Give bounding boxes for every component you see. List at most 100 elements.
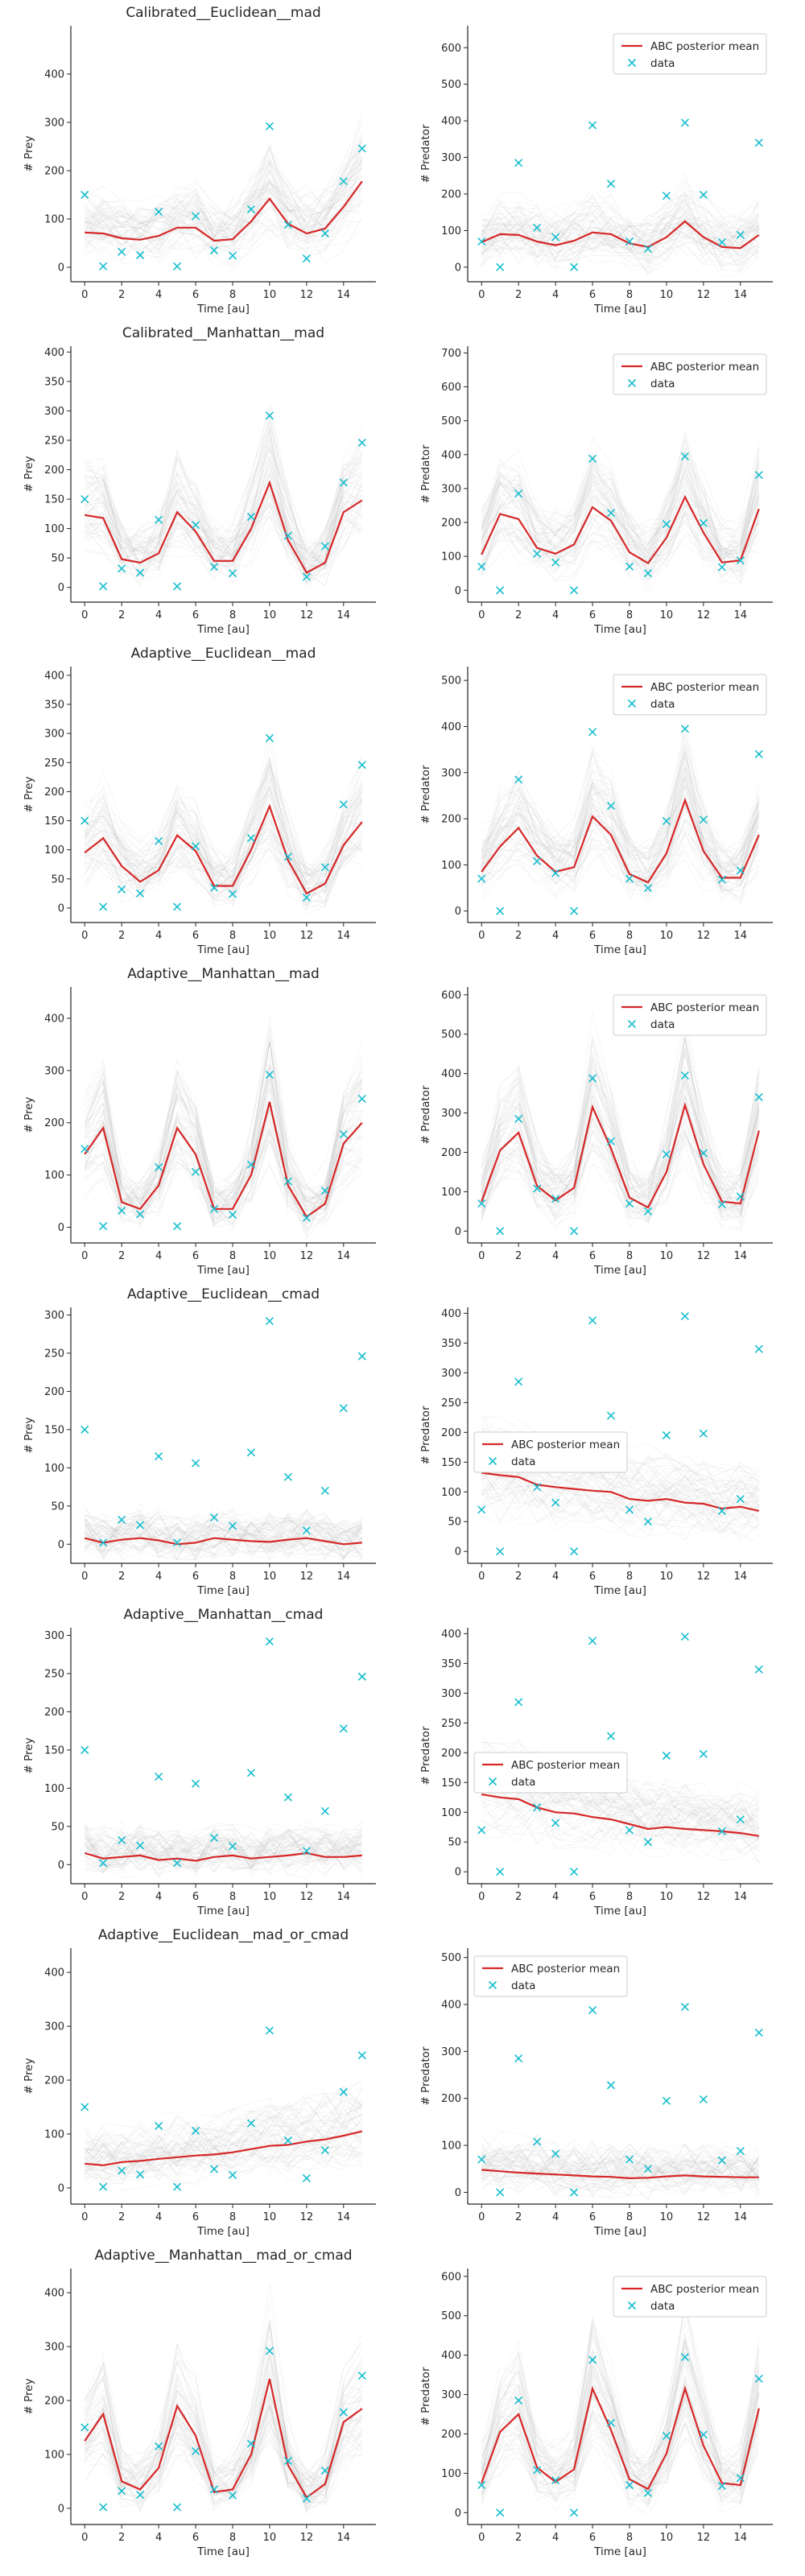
- sample-trace: [85, 141, 363, 237]
- sample-trace: [84, 494, 363, 580]
- sample-trace: [481, 1775, 759, 1840]
- sample-trace: [84, 2107, 363, 2170]
- sample-trace: [85, 2083, 362, 2150]
- sample-trace: [481, 195, 759, 258]
- sample-trace: [481, 222, 759, 271]
- sample-trace: [84, 2320, 363, 2500]
- x-tick-label: 6: [589, 2532, 596, 2544]
- sample-trace: [481, 172, 759, 250]
- data-point: [606, 1137, 616, 1146]
- legend: ABC posterior mean data: [613, 353, 767, 395]
- legend-frame: [613, 353, 767, 395]
- data-point: [643, 1838, 653, 1847]
- y-tick-label: 200: [441, 1748, 461, 1760]
- sample-trace: [481, 220, 760, 266]
- y-tick-label: 150: [441, 1777, 461, 1790]
- sample-trace: [481, 482, 760, 566]
- posterior-samples: [84, 2283, 363, 2514]
- sample-trace: [481, 225, 759, 266]
- x-tick-label: 2: [118, 2211, 125, 2223]
- sample-trace: [84, 2401, 362, 2511]
- sample-trace: [481, 1443, 759, 1519]
- y-tick-label: 200: [441, 188, 461, 200]
- sample-trace: [84, 2079, 363, 2160]
- sample-trace: [84, 765, 362, 898]
- data-points: [80, 2347, 366, 2512]
- posterior-samples: [481, 1730, 760, 1864]
- sample-trace: [84, 2411, 363, 2504]
- sample-trace: [84, 2099, 362, 2174]
- sample-trace: [84, 147, 363, 242]
- data-point: [246, 1448, 256, 1457]
- sample-trace: [481, 2357, 760, 2492]
- legend: ABC posterior mean data: [613, 2276, 767, 2318]
- mean-line: [85, 480, 363, 574]
- sample-trace: [481, 191, 760, 253]
- y-tick-label: 200: [44, 2396, 64, 2408]
- x-tick-label: 2: [118, 609, 125, 621]
- x-tick-label: 4: [155, 1891, 162, 1903]
- sample-trace: [481, 2316, 760, 2475]
- sample-trace: [481, 1459, 759, 1513]
- sample-trace: [481, 1800, 760, 1843]
- data-point: [717, 875, 726, 884]
- sample-trace: [85, 188, 363, 252]
- sample-trace: [481, 1814, 759, 1862]
- sample-trace: [481, 1468, 759, 1517]
- sample-trace: [481, 745, 760, 880]
- data-point: [662, 520, 671, 529]
- sample-trace: [481, 2145, 760, 2184]
- data-point: [339, 478, 348, 487]
- data-point: [514, 775, 523, 784]
- sample-trace: [481, 1798, 760, 1856]
- legend-data-label: data: [650, 698, 675, 711]
- sample-trace: [85, 169, 363, 255]
- y-axis-label: # Predator: [419, 2367, 432, 2425]
- sample-trace: [84, 2126, 362, 2172]
- sample-trace: [84, 1042, 363, 1213]
- sample-trace: [481, 1476, 759, 1528]
- data-point: [588, 2355, 597, 2364]
- y-tick-label: 300: [441, 2046, 461, 2058]
- x-tick-label: 6: [192, 1571, 199, 1583]
- sample-trace: [84, 2139, 363, 2178]
- sample-trace: [85, 838, 363, 901]
- data-point: [606, 1411, 616, 1420]
- data-point: [662, 1430, 671, 1440]
- sample-trace: [85, 1127, 362, 1240]
- legend: ABC posterior mean data: [613, 33, 767, 75]
- y-tick-label: 500: [441, 675, 461, 687]
- y-tick-label: 400: [44, 1967, 64, 1979]
- y-tick-label: 300: [44, 2021, 64, 2033]
- y-tick-label: 200: [441, 518, 461, 530]
- data-points: [80, 1317, 366, 1547]
- sample-trace: [85, 176, 363, 246]
- data-point: [283, 2136, 292, 2145]
- sample-trace: [84, 1827, 363, 1867]
- data-point: [228, 1842, 237, 1851]
- sample-trace: [481, 217, 759, 254]
- sample-trace: [84, 2135, 362, 2184]
- data-point: [551, 2149, 560, 2158]
- x-tick-label: 2: [515, 2211, 522, 2223]
- sample-trace: [85, 2125, 363, 2176]
- sample-trace: [481, 741, 760, 864]
- sample-trace: [481, 502, 760, 572]
- sample-trace: [481, 1046, 760, 1215]
- mean-line: [481, 1794, 759, 1837]
- sample-trace: [84, 1518, 362, 1560]
- sample-trace: [84, 1088, 363, 1221]
- data-point: [118, 2166, 126, 2175]
- x-tick-label: 10: [660, 1250, 674, 1262]
- x-tick-label: 6: [192, 2532, 199, 2544]
- data-point: [339, 800, 348, 809]
- data-point: [570, 1227, 579, 1236]
- y-tick-label: 600: [441, 382, 461, 394]
- chart-title: Adaptive__Manhattan__mad_or_cmad: [94, 2248, 352, 2264]
- data-points: [477, 452, 763, 595]
- sample-trace: [85, 512, 363, 586]
- sample-trace: [481, 2384, 760, 2504]
- sample-trace: [481, 438, 760, 555]
- sample-trace: [85, 217, 363, 264]
- sample-trace: [481, 1476, 759, 1530]
